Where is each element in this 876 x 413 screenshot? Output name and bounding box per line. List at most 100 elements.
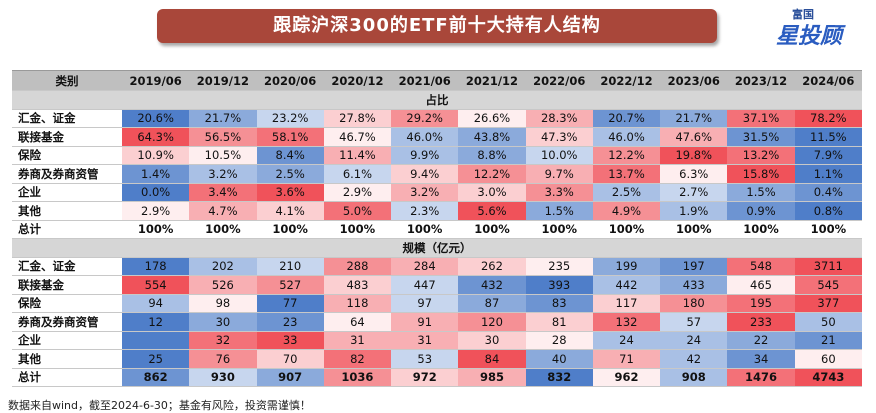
row-label: 券商及券商资管	[12, 312, 122, 332]
cell: 1.5%	[525, 201, 593, 221]
column-header: 2021/12	[458, 70, 526, 91]
data-row: 联接基金 64.3% 56.5% 58.1% 46.7% 46.0% 43.8% 47.3% 4…	[12, 127, 862, 147]
cell: 15.8%	[727, 164, 795, 184]
cell: 34	[727, 349, 795, 369]
cell: 202	[189, 257, 257, 276]
cell: 262	[458, 257, 526, 276]
cell: 3.3%	[525, 183, 593, 202]
cell: 5.0%	[323, 201, 392, 221]
cell: 25	[122, 349, 190, 369]
cell: 465	[727, 275, 795, 295]
cell: 43.8%	[458, 127, 526, 147]
cell: 64	[323, 312, 392, 332]
cell: 40	[525, 349, 593, 369]
cell: 100%	[727, 219, 795, 239]
cell: 284	[391, 257, 459, 276]
cell: 393	[525, 275, 593, 295]
cell: 9.9%	[391, 146, 459, 165]
data-table: 类别 2019/06 2019/12 2020/06 2020/12 2021/06 202…	[12, 70, 862, 387]
cell: 56.5%	[189, 127, 257, 147]
section-title: 规模（亿元）	[12, 238, 862, 258]
cell: 5.6%	[458, 201, 526, 221]
cell: 23	[256, 312, 324, 332]
column-header: 2019/06	[122, 70, 190, 91]
row-label: 其他	[12, 201, 122, 221]
data-row: 汇金、证金 20.6% 21.7% 23.2% 27.8% 29.2% 26.6% 28.3%…	[12, 109, 862, 128]
cell: 91	[391, 312, 459, 332]
footer-note: 数据来自wind，截至2024-6-30；基金有风险，投资需谨慎！	[8, 399, 311, 412]
cell: 13.2%	[727, 146, 795, 165]
cell: 100%	[189, 219, 257, 239]
cell: 81	[525, 312, 593, 332]
cell: 100%	[525, 219, 593, 239]
cell: 21.7%	[189, 109, 257, 128]
cell: 87	[458, 294, 526, 313]
cell: 377	[794, 294, 862, 313]
cell: 46.0%	[592, 127, 661, 147]
cell: 2.7%	[660, 183, 728, 202]
cell: 10.5%	[189, 146, 257, 165]
cell: 962	[592, 367, 661, 387]
cell: 7.9%	[794, 146, 862, 165]
row-label: 联接基金	[12, 127, 122, 147]
row-label: 总计	[12, 367, 122, 387]
cell: 907	[256, 367, 324, 387]
cell: 77	[256, 294, 324, 313]
cell: 76	[189, 349, 257, 369]
cell: 3.2%	[189, 164, 257, 184]
cell: 23.2%	[256, 109, 324, 128]
column-header: 类别	[12, 70, 122, 91]
cell: 832	[525, 367, 593, 387]
cell: 100%	[660, 219, 728, 239]
cell: 94	[122, 294, 190, 313]
cell: 118	[323, 294, 392, 313]
row-label: 保险	[12, 294, 122, 313]
column-header: 2020/06	[256, 70, 324, 91]
cell: 1.1%	[794, 164, 862, 184]
cell: 20.6%	[122, 109, 190, 128]
cell: 6.1%	[323, 164, 392, 184]
cell: 1036	[323, 367, 392, 387]
logo: 富国 星投顾	[768, 4, 868, 49]
cell: 30	[458, 331, 526, 350]
cell: 64.3%	[122, 127, 190, 147]
cell: 24	[592, 331, 661, 350]
cell: 985	[458, 367, 526, 387]
cell: 46.0%	[391, 127, 459, 147]
data-row: 企业 32 33 31 31 30 28 24 24 22 21	[12, 331, 862, 350]
column-header: 2022/12	[592, 70, 661, 91]
data-row: 企业 0.0% 3.4% 3.6% 2.9% 3.2% 3.0% 3.3% 2.5% 2.7% 1.…	[12, 183, 862, 202]
cell: 1.4%	[122, 164, 190, 184]
cell: 100%	[323, 219, 392, 239]
cell: 930	[189, 367, 257, 387]
cell: 908	[660, 367, 728, 387]
header-row: 类别 2019/06 2019/12 2020/06 2020/12 2021/06 202…	[12, 70, 862, 91]
cell: 46.7%	[323, 127, 392, 147]
cell: 31	[323, 331, 392, 350]
cell: 0.9%	[727, 201, 795, 221]
column-header: 2023/12	[727, 70, 795, 91]
cell: 100%	[256, 219, 324, 239]
cell: 2.3%	[391, 201, 459, 221]
cell	[122, 331, 190, 350]
cell: 117	[592, 294, 661, 313]
cell: 10.9%	[122, 146, 190, 165]
data-row: 总计 100% 100% 100% 100% 100% 100% 100% 100% 100% 10…	[12, 219, 862, 239]
cell: 84	[458, 349, 526, 369]
cell: 83	[525, 294, 593, 313]
cell: 42	[660, 349, 728, 369]
cell: 1476	[727, 367, 795, 387]
cell: 53	[391, 349, 459, 369]
row-label: 企业	[12, 331, 122, 350]
cell: 4.7%	[189, 201, 257, 221]
cell: 78.2%	[794, 109, 862, 128]
cell: 483	[323, 275, 392, 295]
cell: 8.4%	[256, 146, 324, 165]
column-header: 2024/06	[794, 70, 862, 91]
cell: 82	[323, 349, 392, 369]
cell: 4.9%	[592, 201, 661, 221]
row-label: 汇金、证金	[12, 109, 122, 128]
cell: 20.7%	[592, 109, 661, 128]
cell: 432	[458, 275, 526, 295]
